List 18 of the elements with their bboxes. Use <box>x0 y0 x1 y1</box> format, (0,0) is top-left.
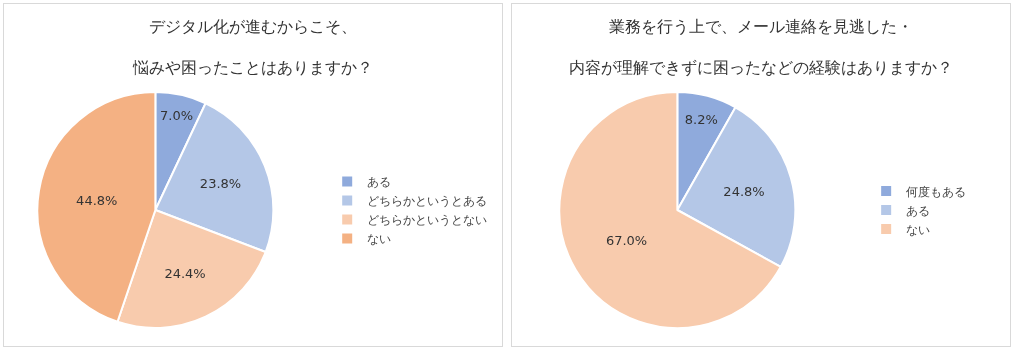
data-label: 23.8% <box>199 176 242 192</box>
chart-title: 業務を行う上で、メール連絡を見逃した・ <box>609 17 913 37</box>
chart-subtitle: 内容が理解できずに困ったなどの経験はありますか？ <box>569 58 953 78</box>
data-label: 24.8% <box>723 183 765 199</box>
data-label: 7.0% <box>159 107 194 123</box>
chart-title: デジタル化が進むからこそ、 <box>149 17 357 37</box>
chart-subtitle: 悩みや困ったことはありますか？ <box>132 58 373 78</box>
legend-label: ない <box>906 222 931 237</box>
legend-label: どちらかというとある <box>367 194 488 209</box>
data-label: 67.0% <box>605 232 648 248</box>
legend-label: ある <box>367 175 392 190</box>
data-label: 24.4% <box>164 265 206 281</box>
legend-label: ない <box>367 232 392 247</box>
legend-label: ある <box>906 203 931 218</box>
legend-label: 何度もある <box>906 184 967 199</box>
data-label: 8.2% <box>684 111 718 127</box>
data-label: 44.8% <box>76 192 118 208</box>
legend-label: どちらかというとない <box>367 213 488 228</box>
